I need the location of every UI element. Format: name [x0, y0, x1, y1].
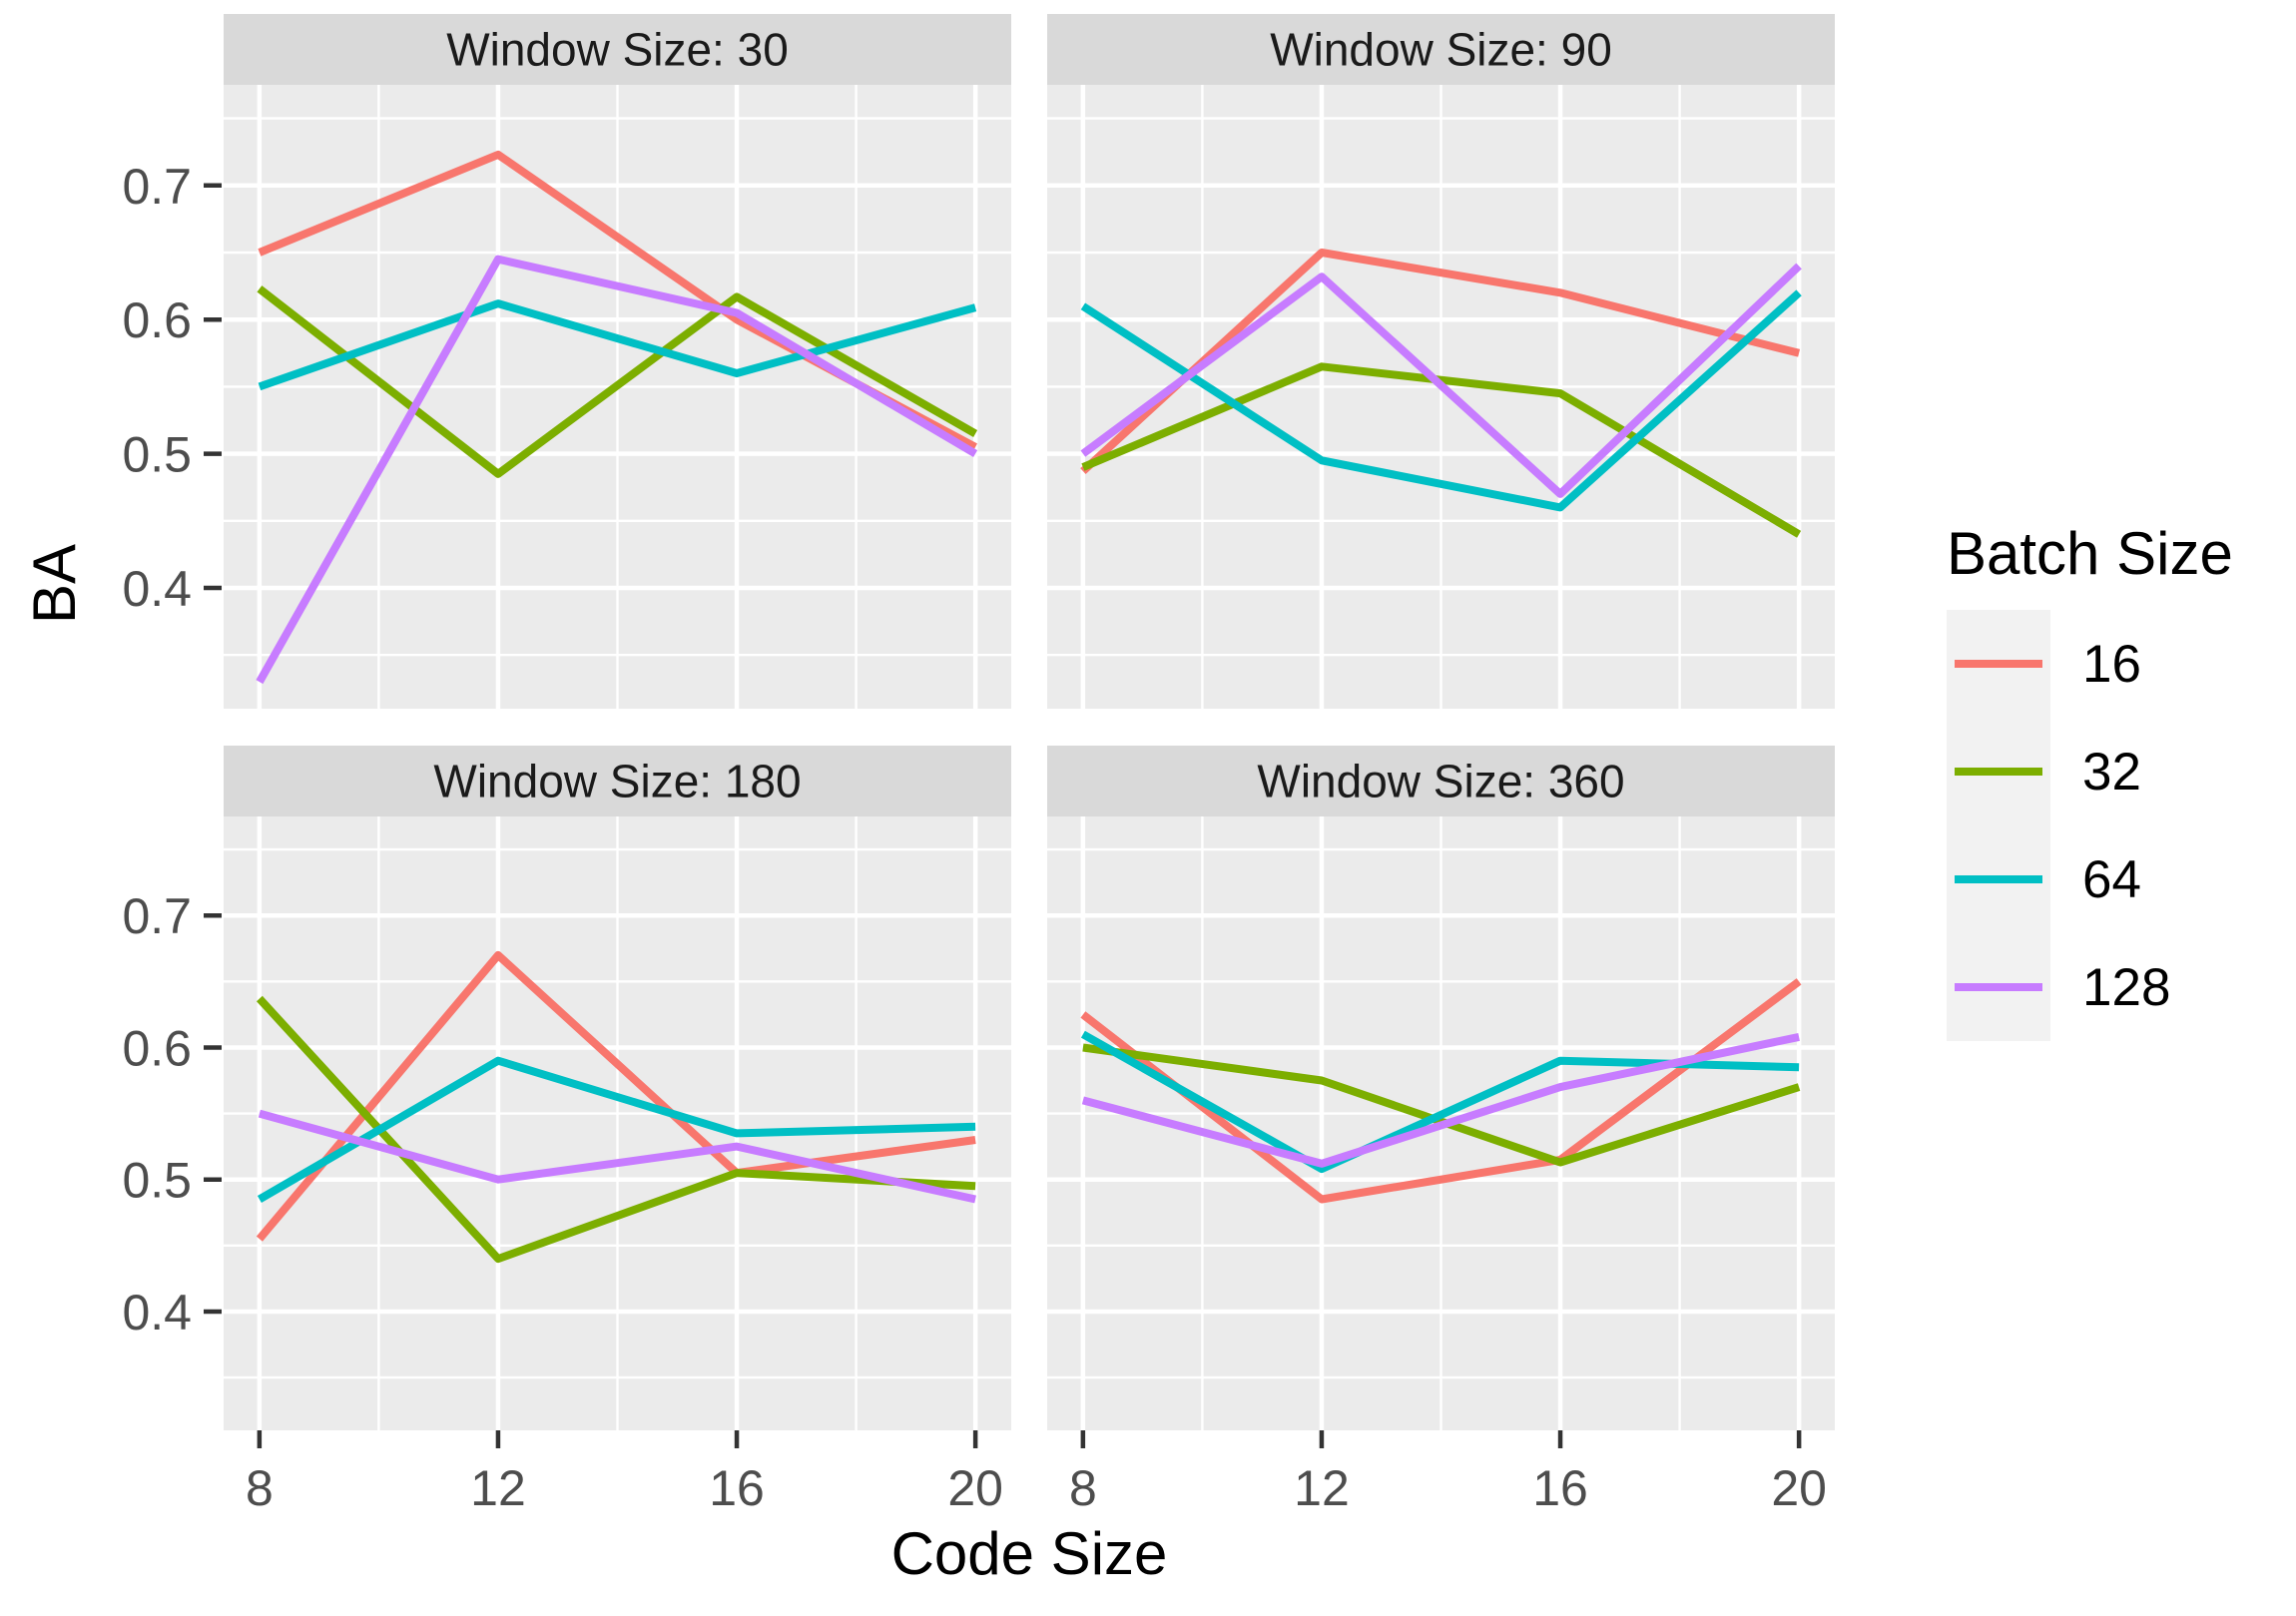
line-batch-32: [257, 285, 978, 478]
y-tick-label: 0.4: [122, 561, 192, 617]
legend-item-64: 64: [1947, 825, 2296, 933]
legend-item-label: 16: [2082, 634, 2141, 694]
legend-items: 16 32 64 128: [1947, 610, 2296, 1041]
facet-strip-label: Window Size: 360: [1257, 756, 1624, 808]
x-tick-label: 16: [709, 1460, 765, 1516]
y-tick-label: 0.4: [122, 1285, 192, 1341]
facet-strip: [1047, 746, 1835, 816]
legend-key-swatch: [1947, 610, 2050, 718]
y-axis-title: BA: [21, 543, 88, 625]
x-tick-label: 20: [947, 1460, 1003, 1516]
legend-item-128: 128: [1947, 933, 2296, 1041]
x-tick-label: 16: [1532, 1460, 1588, 1516]
y-tick-label: 0.6: [122, 1020, 192, 1076]
y-tick-label: 0.5: [122, 1153, 192, 1209]
facet-strip-label: Window Size: 90: [1270, 24, 1612, 76]
legend-item-32: 32: [1947, 718, 2296, 825]
legend-item-label: 128: [2082, 957, 2171, 1017]
x-tick-label: 8: [1069, 1460, 1097, 1516]
legend-item-16: 16: [1947, 610, 2296, 718]
line-batch-128: [258, 1109, 976, 1204]
legend-key-swatch: [1947, 933, 2050, 1041]
legend-item-label: 32: [2082, 742, 2141, 802]
line-batch-16: [1080, 978, 1802, 1204]
line-batch-128: [1081, 1032, 1800, 1168]
line-batch-128: [256, 255, 978, 685]
line-batch-64: [258, 299, 977, 391]
x-tick-label: 20: [1771, 1460, 1827, 1516]
x-tick-label: 12: [470, 1460, 526, 1516]
legend-key-swatch: [1947, 825, 2050, 933]
legend-key-line-icon: [1955, 768, 2042, 776]
facet-strip-label: Window Size: 180: [433, 756, 801, 808]
facet-strip: [1047, 14, 1835, 85]
facet-strip: [224, 14, 1011, 85]
y-tick-label: 0.7: [122, 888, 192, 944]
x-tick-label: 8: [246, 1460, 274, 1516]
legend-key-line-icon: [1955, 660, 2042, 668]
legend-title: Batch Size: [1947, 520, 2233, 587]
y-tick-label: 0.6: [122, 292, 192, 348]
y-tick-label: 0.5: [122, 427, 192, 483]
legend-item-label: 64: [2082, 849, 2141, 909]
line-batch-64: [257, 1056, 976, 1203]
line-batch-16: [256, 950, 976, 1242]
line-batch-64: [1080, 289, 1802, 512]
facet-strip-label: Window Size: 30: [446, 24, 789, 76]
legend-key-line-icon: [1955, 983, 2042, 991]
line-batch-128: [1080, 263, 1802, 498]
legend: Batch Size 16 32 64 128: [1947, 519, 2296, 1041]
facet-strip: [224, 746, 1011, 816]
legend-key-line-icon: [1955, 875, 2042, 883]
legend-key-swatch: [1947, 718, 2050, 825]
y-tick-label: 0.7: [122, 159, 192, 215]
x-tick-label: 12: [1294, 1460, 1350, 1516]
x-axis-title: Code Size: [890, 1520, 1168, 1587]
